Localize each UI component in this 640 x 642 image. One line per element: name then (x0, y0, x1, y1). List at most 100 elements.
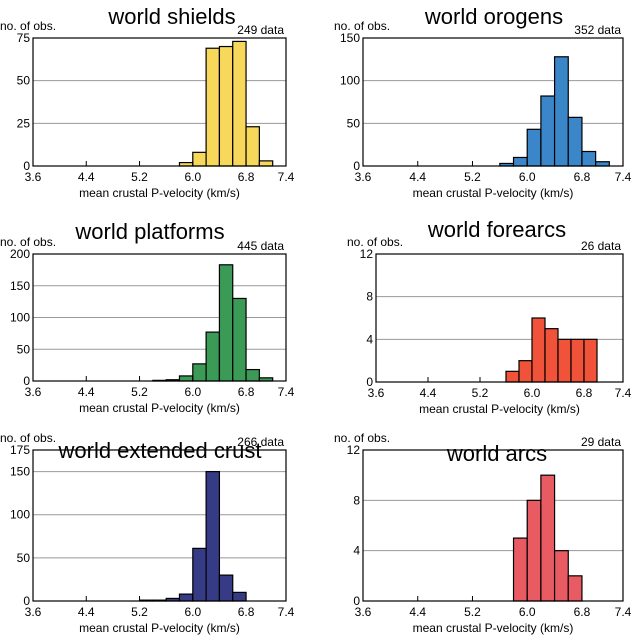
y-axis-label: no. of obs. (334, 19, 390, 33)
histogram-bar (232, 40, 247, 167)
y-tick-label: 100 (10, 311, 30, 325)
data-count-label: 352 data (574, 23, 621, 37)
data-count-label: 249 data (237, 23, 284, 37)
histogram-bar (232, 591, 247, 602)
histogram-bar (245, 126, 260, 167)
y-tick-label: 150 (10, 465, 30, 479)
data-count-label: 445 data (237, 239, 284, 253)
histogram-bar (192, 363, 207, 382)
histogram-bar (531, 317, 546, 383)
plot-frame (362, 37, 624, 167)
x-tick-label: 5.2 (131, 170, 148, 184)
plot-frame (32, 37, 287, 167)
y-tick-label: 12 (360, 247, 374, 261)
chart-title: world orogens (424, 4, 563, 29)
histogram-bar (192, 151, 207, 167)
histogram-bar (205, 470, 221, 602)
histogram-bar (567, 116, 583, 167)
chart-title: world arcs (446, 441, 547, 466)
x-axis-label: mean crustal P-velocity (km/s) (413, 186, 574, 200)
x-tick-label: 5.2 (464, 170, 481, 184)
x-tick-label: 7.4 (278, 385, 295, 399)
chart-title: world platforms (74, 219, 224, 244)
chart-panel-6: world arcs 29 data no. of obs. 0 4 8 12 3.6 4.4 5… (334, 431, 632, 635)
y-axis-label: no. of obs. (0, 19, 56, 33)
x-tick-label: 4.4 (420, 386, 437, 400)
y-tick-label: 50 (17, 551, 31, 565)
y-tick-label: 50 (347, 116, 361, 130)
y-tick-label: 0 (23, 374, 30, 388)
x-tick-label: 6.0 (184, 170, 201, 184)
x-tick-label: 3.6 (355, 170, 372, 184)
chart-panel-4: world forearcs 26 data no. of obs. 0 4 8 12 3.6… (347, 217, 632, 416)
x-tick-label: 4.4 (409, 605, 426, 619)
x-tick-label: 6.8 (576, 386, 593, 400)
y-axis-label: no. of obs. (347, 235, 403, 249)
y-tick-label: 0 (353, 594, 360, 608)
y-tick-label: 0 (23, 159, 30, 173)
plot-frame (375, 253, 624, 383)
chart-panel-2: world orogens 352 data no. of obs. 0 50 100 15… (334, 4, 632, 200)
x-tick-label: 6.0 (184, 385, 201, 399)
x-tick-label: 7.4 (278, 605, 295, 619)
y-tick-label: 4 (366, 332, 373, 346)
histogram-bar (581, 150, 597, 167)
x-tick-label: 3.6 (25, 385, 42, 399)
chart-title: world forearcs (427, 217, 566, 242)
histogram-bar (553, 56, 569, 167)
histogram-bar (178, 375, 194, 382)
histogram-bar (205, 331, 221, 382)
histogram-bar (540, 95, 556, 167)
histogram-bar (218, 45, 234, 167)
y-tick-label: 0 (23, 594, 30, 608)
x-tick-label: 5.2 (464, 605, 481, 619)
y-tick-label: 150 (10, 279, 30, 293)
y-tick-label: 75 (17, 31, 31, 45)
y-axis-label: no. of obs. (0, 431, 56, 445)
x-axis-label: mean crustal P-velocity (km/s) (413, 621, 574, 635)
y-tick-label: 0 (366, 375, 373, 389)
x-tick-label: 6.8 (238, 605, 255, 619)
y-axis-label: no. of obs. (334, 431, 390, 445)
x-tick-label: 6.8 (238, 385, 255, 399)
x-axis-label: mean crustal P-velocity (km/s) (79, 401, 240, 415)
histogram-bar (544, 328, 559, 383)
y-tick-label: 150 (340, 31, 360, 45)
data-count-label: 29 data (581, 435, 621, 449)
x-tick-label: 6.8 (238, 170, 255, 184)
histogram-bar (178, 593, 194, 602)
x-tick-label: 7.4 (615, 386, 632, 400)
histogram-bar (192, 547, 207, 602)
y-tick-label: 25 (17, 116, 31, 130)
plot-frame (362, 449, 624, 602)
data-count-label: 26 data (581, 239, 621, 253)
x-tick-label: 5.2 (131, 605, 148, 619)
y-tick-label: 50 (17, 342, 31, 356)
x-tick-label: 6.8 (574, 170, 591, 184)
x-tick-label: 7.4 (615, 605, 632, 619)
y-axis-label: no. of obs. (0, 235, 56, 249)
plot-frame (32, 253, 287, 382)
y-tick-label: 100 (340, 74, 360, 88)
histogram-bar (232, 297, 247, 382)
histogram-bar (570, 338, 585, 383)
histogram-bar (505, 370, 520, 383)
histogram-bar (540, 474, 556, 602)
data-count-label: 266 data (237, 435, 284, 449)
histogram-bar (567, 575, 583, 602)
histogram-bar (553, 550, 569, 602)
histogram-bar (205, 47, 221, 167)
plot-frame (32, 449, 287, 602)
y-tick-label: 8 (366, 290, 373, 304)
histogram-bar (512, 537, 528, 602)
x-tick-label: 4.4 (78, 605, 95, 619)
y-tick-label: 8 (353, 493, 360, 507)
x-tick-label: 7.4 (615, 170, 632, 184)
y-tick-label: 12 (347, 443, 361, 457)
x-tick-label: 4.4 (78, 170, 95, 184)
histogram-bar (218, 264, 234, 382)
histogram-bar (512, 156, 528, 167)
